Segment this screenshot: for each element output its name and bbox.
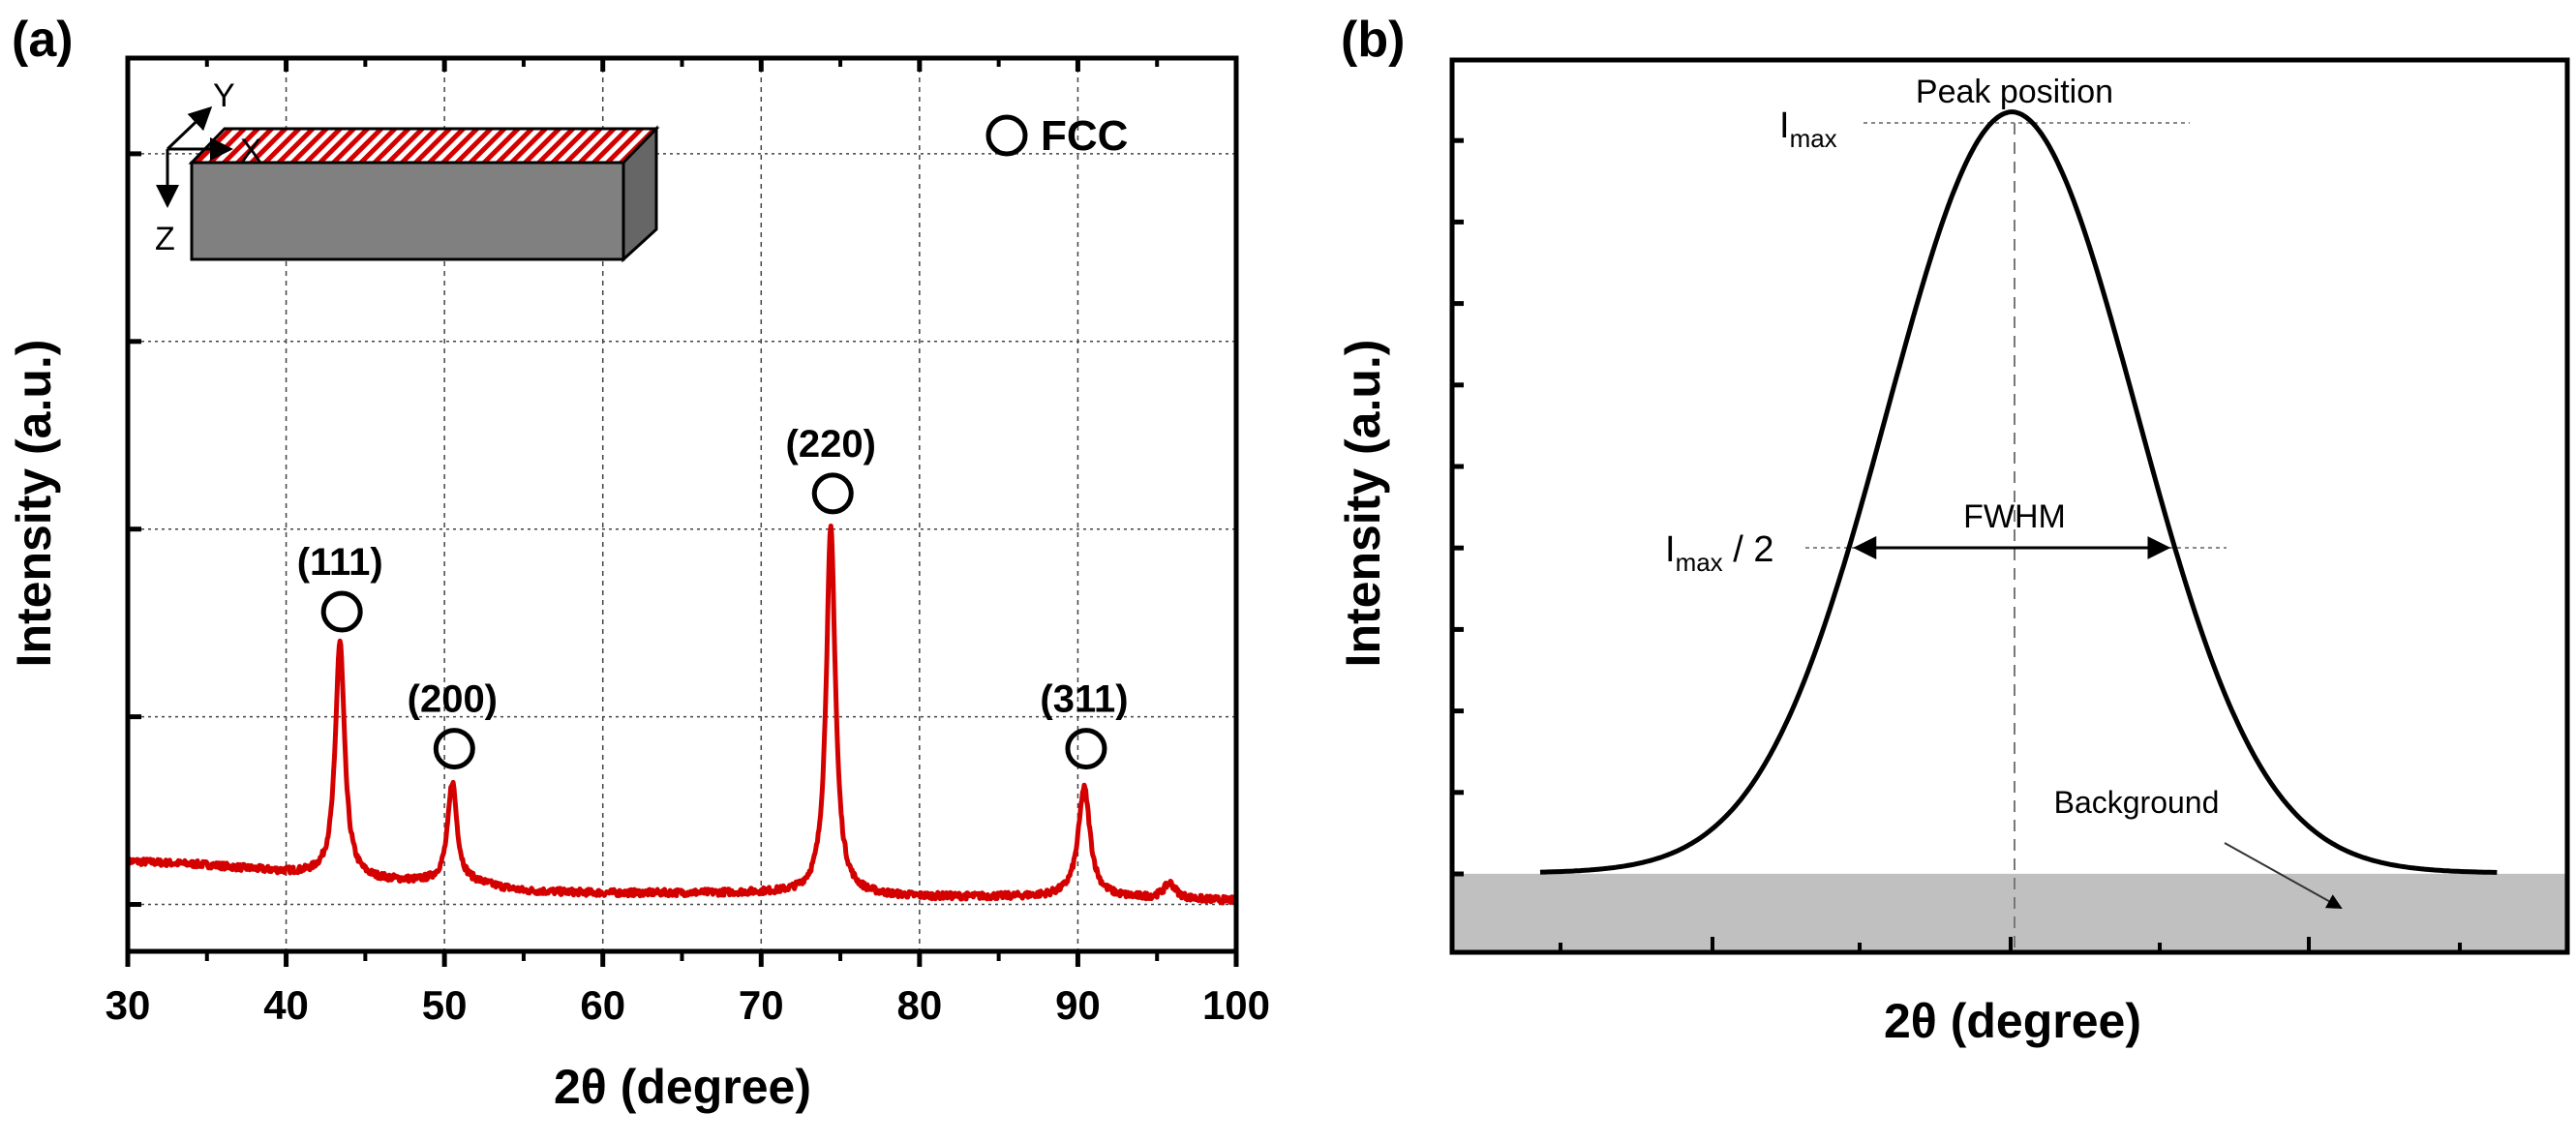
- x-tick-label: 60: [580, 982, 625, 1028]
- panel-a-grid: [128, 58, 1236, 951]
- background-arrow: [2224, 842, 2343, 909]
- sample-front-face: [190, 161, 625, 261]
- panel-b-label: (b): [1341, 12, 1405, 68]
- fcc-peak-marker: [1065, 728, 1107, 770]
- panel-b-frame: [1449, 57, 2570, 955]
- peak-index-label: (111): [297, 541, 383, 584]
- sample-inset: Y X Z: [155, 77, 660, 263]
- panel-a-label: (a): [12, 12, 74, 68]
- x-axis-letter: X: [240, 133, 262, 169]
- legend: FCC: [985, 112, 1128, 160]
- z-axis-letter: Z: [155, 221, 175, 257]
- peak-position-label: Peak position: [1916, 74, 2113, 110]
- legend-fcc-marker: [985, 114, 1028, 157]
- fwhm-label: FWHM: [1963, 498, 2066, 535]
- fcc-peak-marker: [320, 590, 363, 633]
- x-tick-label: 50: [422, 982, 468, 1028]
- panel-a-ticks: 30 40 50 60 70 80 90 100: [106, 58, 1270, 1028]
- half-sub: max: [1676, 548, 1723, 577]
- x-tick-label: 30: [106, 982, 151, 1028]
- imax-sub: max: [1790, 124, 1837, 153]
- y-axis-letter: Y: [213, 77, 235, 114]
- xrd-pattern-line: [125, 524, 1238, 906]
- imax-label: Imax: [1779, 105, 1837, 153]
- x-tick-label: 90: [1055, 982, 1101, 1028]
- half-suffix: / 2: [1723, 529, 1774, 570]
- panel-b: (b) Peak position Imax Imax / 2 FWHM Bac…: [1336, 12, 2570, 1048]
- fcc-peak-marker: [811, 472, 854, 515]
- panel-a-x-axis-label: 2θ (degree): [554, 1060, 811, 1114]
- peak-index-label: (311): [1040, 678, 1128, 721]
- peak-index-label: (200): [408, 678, 498, 721]
- peak-profile-curve: [1539, 109, 2498, 875]
- panel-a-y-axis-label: Intensity (a.u.): [7, 340, 61, 668]
- x-tick-label: 100: [1202, 982, 1270, 1028]
- panel-b-y-axis-label: Intensity (a.u.): [1336, 340, 1390, 668]
- half-max-label: Imax / 2: [1665, 529, 1774, 577]
- imax-main: I: [1779, 105, 1790, 146]
- x-tick-label: 40: [263, 982, 309, 1028]
- panel-a-frame: [125, 55, 1239, 954]
- panel-b-x-axis-label: 2θ (degree): [1884, 994, 2141, 1048]
- peak-markers: (111) (200) (220) (311): [297, 423, 1129, 770]
- panel-a: (a) 30 40 50 60 70 80 90 100 (111) (200) (220) (31…: [7, 12, 1270, 1114]
- y-axis-arrow: [166, 105, 213, 151]
- x-tick-label: 80: [896, 982, 942, 1028]
- half-main: I: [1665, 529, 1676, 570]
- legend-fcc-label: FCC: [1041, 112, 1128, 160]
- peak-index-label: (220): [786, 423, 876, 466]
- x-tick-label: 70: [739, 982, 784, 1028]
- background-label: Background: [2054, 785, 2220, 820]
- fcc-peak-marker: [433, 728, 475, 770]
